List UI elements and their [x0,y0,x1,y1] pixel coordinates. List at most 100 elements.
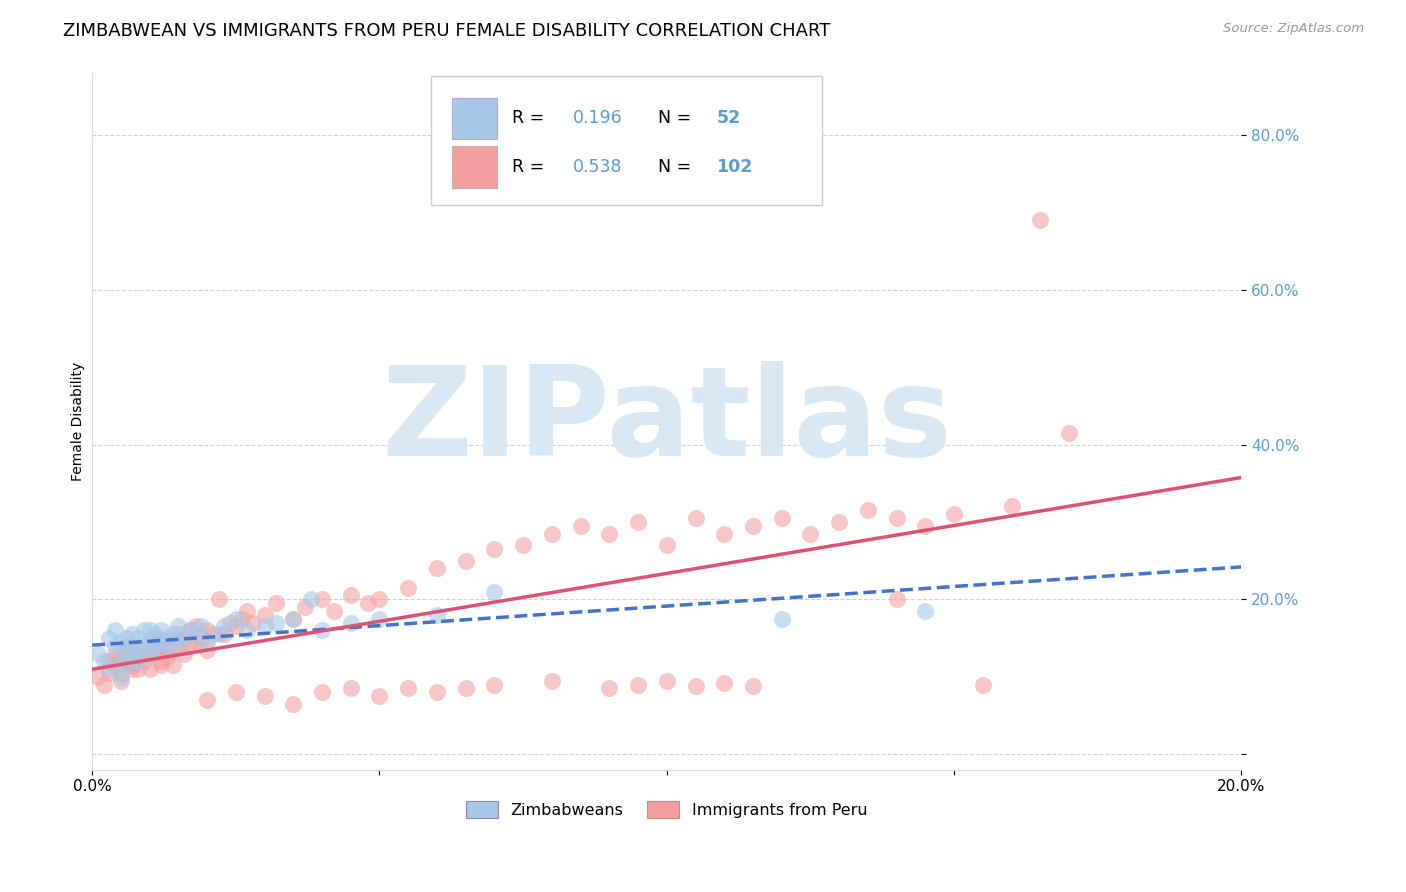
Text: Source: ZipAtlas.com: Source: ZipAtlas.com [1223,22,1364,36]
Point [484,542,506,557]
Text: R =: R = [512,109,550,128]
Point [156,639,179,653]
Point [914,518,936,533]
Point [242,615,264,630]
Point [150,658,173,673]
Point [184,619,207,633]
Point [598,526,620,541]
Point [110,654,132,668]
Point [339,681,361,696]
Point [87,670,110,684]
Text: ZIPatlas: ZIPatlas [381,361,952,482]
Point [231,612,253,626]
Point [127,662,149,676]
Point [121,647,143,661]
Point [93,654,115,668]
Point [110,665,132,680]
Point [138,635,160,649]
Point [972,677,994,691]
Text: N =: N = [647,109,697,128]
Y-axis label: Female Disability: Female Disability [72,361,86,481]
Point [145,639,167,653]
FancyBboxPatch shape [451,146,496,187]
Point [214,619,236,633]
Point [1057,425,1080,440]
Text: 102: 102 [716,158,752,176]
Point [236,624,259,638]
Point [283,612,305,626]
Point [121,650,143,665]
Point [104,647,127,661]
Point [127,650,149,665]
Point [150,654,173,668]
Point [713,526,735,541]
Point [167,619,190,633]
Point [770,612,793,626]
Point [311,685,333,699]
Point [627,677,650,691]
Point [201,627,224,641]
Point [115,654,138,668]
Point [225,685,247,699]
FancyBboxPatch shape [432,77,823,205]
Point [98,662,121,676]
Point [1029,213,1052,227]
Point [110,673,132,688]
Point [426,561,449,575]
Point [145,631,167,645]
Point [156,642,179,657]
Point [127,654,149,668]
Point [167,627,190,641]
Point [655,673,678,688]
Point [253,619,276,633]
Point [179,624,201,638]
Point [138,647,160,661]
Point [685,511,707,525]
Point [121,639,143,653]
Point [299,592,322,607]
Point [93,677,115,691]
Point [294,600,316,615]
Point [104,639,127,653]
Point [214,627,236,641]
Point [115,658,138,673]
Point [541,673,564,688]
Point [127,642,149,657]
Point [179,624,201,638]
Point [195,693,218,707]
Point [886,592,908,607]
Point [264,596,287,610]
Point [156,650,179,665]
Point [742,679,765,693]
Point [195,635,218,649]
Point [132,654,155,668]
Point [368,689,391,703]
Point [311,592,333,607]
Point [828,515,851,529]
Point [179,639,201,653]
Point [484,677,506,691]
Point [104,658,127,673]
Point [283,612,305,626]
Point [98,654,121,668]
Point [162,627,184,641]
Point [627,515,650,529]
Point [943,507,966,521]
Point [598,681,620,696]
Point [167,635,190,649]
Point [127,631,149,645]
Point [195,624,218,638]
Point [162,658,184,673]
Point [368,592,391,607]
Point [253,607,276,622]
Point [156,631,179,645]
Point [115,642,138,657]
Point [569,518,592,533]
Point [110,635,132,649]
Point [264,615,287,630]
Point [426,607,449,622]
Point [98,631,121,645]
Point [283,697,305,711]
Point [357,596,380,610]
Point [742,518,765,533]
